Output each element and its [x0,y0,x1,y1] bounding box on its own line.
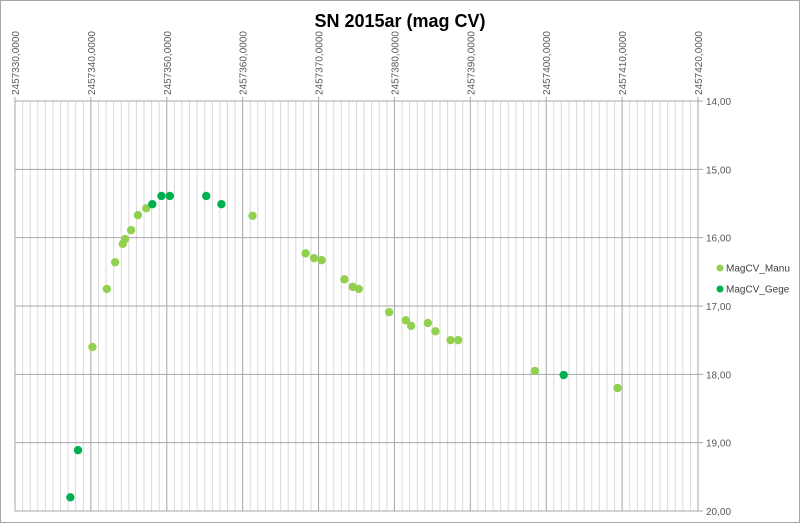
data-points [66,191,622,502]
y-tick-label: 16,00 [706,234,731,245]
x-tick-label: 2457360,0000 [239,31,250,95]
x-tick-label: 2457350,0000 [163,31,174,95]
data-point-magcv-manu [317,256,326,265]
data-point-magcv-gege [66,493,75,502]
legend: MagCV_Manu MagCV_Gege [716,264,790,296]
data-point-magcv-gege [217,199,226,209]
data-point-magcv-manu [453,335,463,345]
data-point-magcv-gege [157,191,166,201]
gridlines [14,100,703,512]
data-point-magcv-gege [148,199,157,209]
data-point-magcv-manu [142,204,151,213]
x-tick-label: 2457420,0000 [694,31,705,95]
data-point-magcv-manu [530,366,540,376]
data-point-magcv-manu [340,275,349,284]
legend-marker [716,285,724,293]
x-tick-label: 2457340,0000 [87,31,98,95]
x-tick-label: 2457410,0000 [618,31,629,95]
x-tick-label: 2457330,0000 [11,31,22,95]
x-tick-label: 2457370,0000 [315,31,326,95]
data-point-magcv-manu [406,321,416,331]
x-tick-label: 2457380,0000 [390,31,401,95]
data-point-magcv-manu [613,383,622,393]
data-point-magcv-manu [126,225,136,235]
data-point-magcv-manu [431,327,440,336]
y-tick-label: 20,00 [706,507,731,518]
data-point-magcv-gege [73,445,83,455]
data-point-magcv-manu [248,211,257,220]
data-point-magcv-manu [446,335,455,345]
data-point-magcv-manu [102,284,112,294]
legend-label: MagCV_Manu [726,264,790,275]
data-point-magcv-manu [423,318,433,328]
y-tick-label: 18,00 [706,370,731,381]
chart-title: SN 2015ar (mag CV) [314,11,485,31]
x-tick-label: 2457390,0000 [466,31,477,95]
data-point-magcv-manu [309,253,319,263]
data-point-magcv-manu [384,307,394,317]
data-point-magcv-gege [202,191,211,201]
y-tick-label: 15,00 [706,165,731,176]
data-point-magcv-gege [165,191,175,201]
data-point-magcv-manu [133,210,143,220]
data-point-magcv-manu [354,284,363,294]
legend-marker [716,264,724,272]
data-point-magcv-manu [88,342,97,352]
data-point-magcv-manu [110,258,120,267]
y-tick-label: 17,00 [706,302,731,313]
x-tick-labels: 2457330,0000 2457340,0000 2457350,0000 2457… [11,31,705,101]
data-point-magcv-gege [559,370,568,380]
x-tick-label: 2457400,0000 [542,31,553,95]
y-tick-labels: 14,00 15,00 16,00 17,00 18,00 19,00 20,00 [706,97,731,518]
data-point-magcv-manu [301,249,310,258]
y-tick-label: 19,00 [706,439,731,450]
y-tick-label: 14,00 [706,97,731,108]
data-point-magcv-manu [401,316,411,325]
data-point-magcv-manu [120,234,130,244]
legend-label: MagCV_Gege [726,285,790,296]
